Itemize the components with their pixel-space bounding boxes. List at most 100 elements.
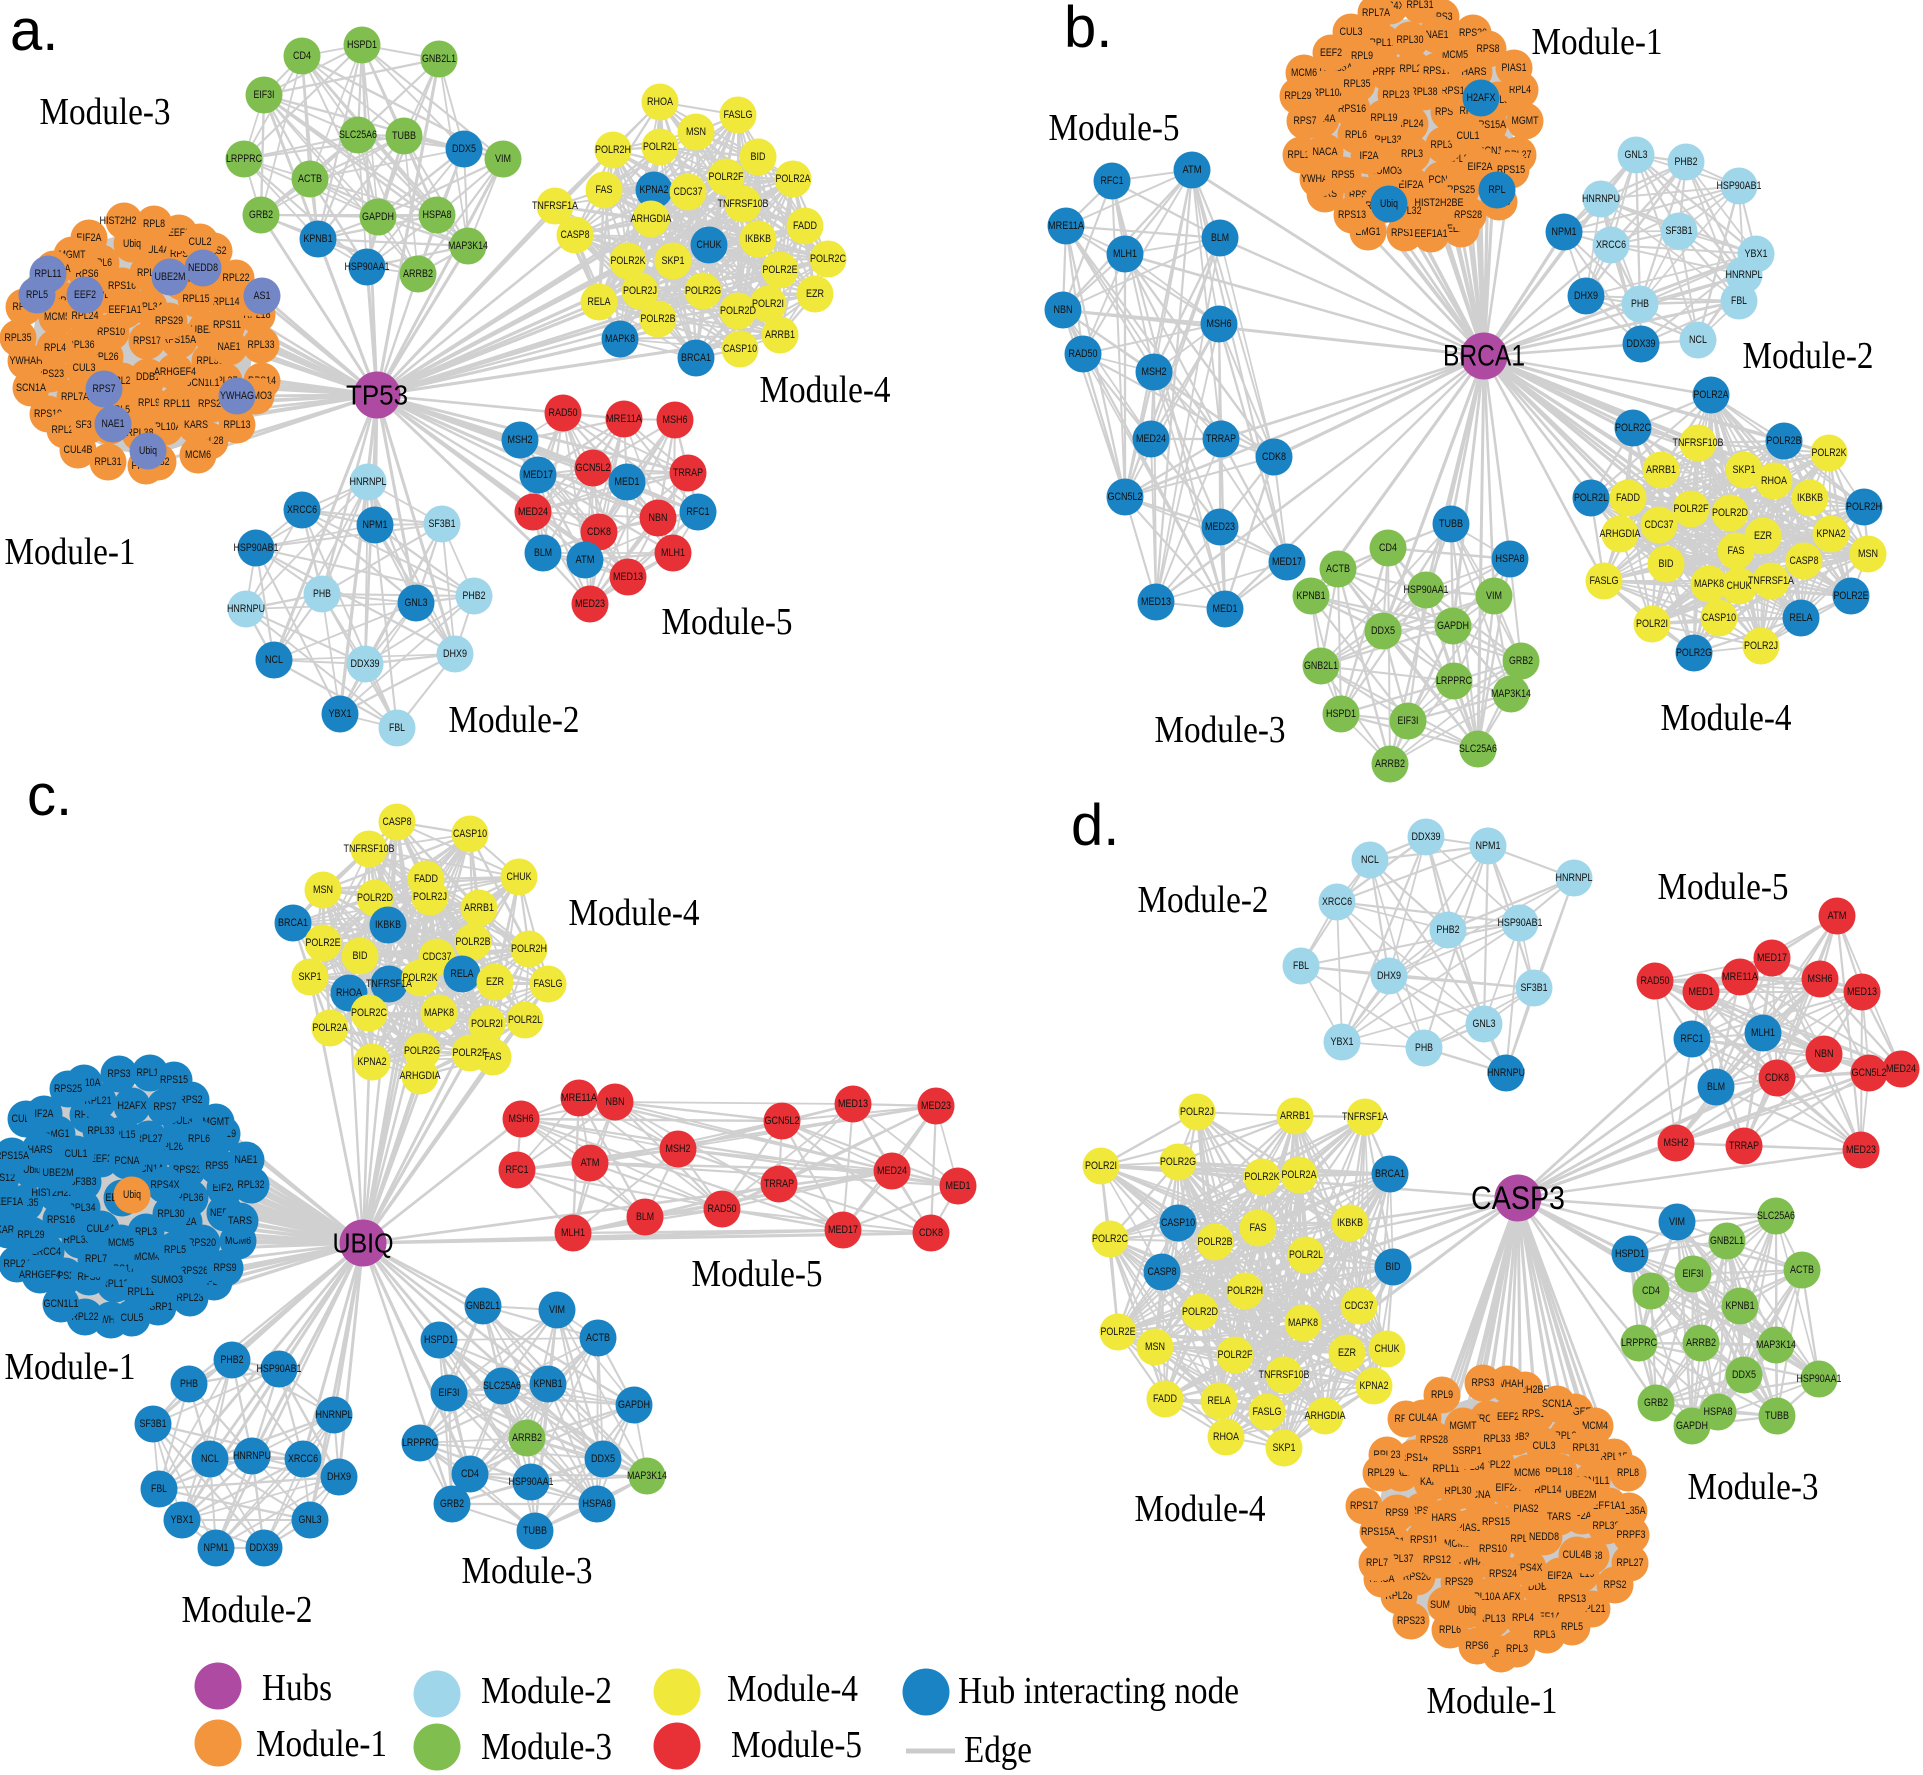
svg-text:MCM5: MCM5: [44, 311, 70, 323]
svg-text:EIF3I: EIF3I: [439, 1387, 460, 1399]
svg-text:RPS16: RPS16: [47, 1214, 75, 1226]
svg-text:HSP90AB1: HSP90AB1: [1717, 180, 1762, 192]
svg-text:Ubiq: Ubiq: [1458, 1604, 1476, 1616]
svg-text:HSPA8: HSPA8: [583, 1498, 612, 1510]
svg-text:Module-3: Module-3: [481, 1726, 612, 1768]
svg-text:POLR2J: POLR2J: [1744, 640, 1778, 652]
svg-text:ARRB1: ARRB1: [1280, 1110, 1310, 1122]
svg-text:TUBB: TUBB: [1439, 518, 1463, 530]
svg-text:HSPD1: HSPD1: [1326, 708, 1356, 720]
svg-text:UBE2M: UBE2M: [1566, 1489, 1597, 1501]
svg-text:Module-2: Module-2: [1743, 335, 1874, 377]
svg-text:CASP10: CASP10: [1161, 1217, 1195, 1229]
svg-text:NPM1: NPM1: [363, 519, 388, 531]
svg-text:MAP3K14: MAP3K14: [627, 1470, 667, 1482]
svg-text:SSRP1: SSRP1: [1453, 1445, 1482, 1457]
svg-text:CHUK: CHUK: [1727, 580, 1753, 592]
svg-text:RPS23: RPS23: [173, 1164, 201, 1176]
svg-text:GCN5L2: GCN5L2: [576, 462, 611, 474]
svg-text:Module-1: Module-1: [5, 531, 136, 573]
svg-text:ARRB1: ARRB1: [464, 902, 494, 914]
svg-text:CDC37: CDC37: [1645, 519, 1674, 531]
svg-text:TARS: TARS: [228, 1215, 252, 1227]
svg-text:SUMO3: SUMO3: [151, 1274, 183, 1286]
svg-text:PRPF3: PRPF3: [1373, 66, 1402, 78]
svg-text:NAE1: NAE1: [102, 418, 125, 430]
svg-text:GAPDH: GAPDH: [1437, 620, 1469, 632]
svg-text:RPL7A: RPL7A: [1362, 7, 1391, 19]
svg-text:Module-2: Module-2: [481, 1670, 612, 1712]
svg-text:TRRAP: TRRAP: [673, 467, 703, 479]
svg-text:CDC37: CDC37: [674, 186, 703, 198]
svg-text:Module-4: Module-4: [1135, 1488, 1266, 1530]
svg-text:Ubiq: Ubiq: [139, 445, 157, 457]
svg-text:RPL30: RPL30: [1397, 34, 1424, 46]
svg-text:ARHGDIA: ARHGDIA: [1305, 1410, 1347, 1422]
svg-text:RPL9: RPL9: [1431, 1389, 1453, 1401]
svg-text:YBX1: YBX1: [171, 1514, 194, 1526]
svg-text:MLH1: MLH1: [561, 1227, 585, 1239]
svg-text:KPNB1: KPNB1: [534, 1378, 563, 1390]
svg-text:EIF2A: EIF2A: [1548, 1570, 1574, 1582]
svg-text:RPS15: RPS15: [1482, 1516, 1510, 1528]
svg-text:PHB: PHB: [313, 588, 331, 600]
svg-text:RPL8: RPL8: [1617, 1467, 1639, 1479]
svg-text:GCN1L1: GCN1L1: [44, 1298, 79, 1310]
svg-text:Module-4: Module-4: [727, 1668, 858, 1710]
svg-text:b.: b.: [1064, 0, 1112, 60]
svg-text:HSP90AB1: HSP90AB1: [257, 1363, 302, 1375]
svg-text:VIM: VIM: [549, 1304, 565, 1316]
svg-text:MLH1: MLH1: [1113, 248, 1137, 260]
svg-text:CD4: CD4: [1379, 542, 1397, 554]
svg-text:FBL: FBL: [151, 1483, 167, 1495]
svg-text:GNL3: GNL3: [405, 597, 428, 609]
svg-text:RPL29: RPL29: [1285, 90, 1312, 102]
svg-text:KARS: KARS: [184, 419, 208, 431]
svg-text:BLM: BLM: [636, 1211, 654, 1223]
svg-text:BID: BID: [1659, 558, 1674, 570]
svg-text:MED1: MED1: [1689, 986, 1714, 998]
svg-text:POLR2D: POLR2D: [1182, 1306, 1218, 1318]
svg-text:Edge: Edge: [964, 1729, 1032, 1771]
svg-text:EIF3I: EIF3I: [1398, 715, 1419, 727]
svg-text:CUL3: CUL3: [1533, 1440, 1556, 1452]
svg-text:PIAS2: PIAS2: [1514, 1503, 1539, 1515]
svg-text:MRE11A: MRE11A: [561, 1092, 598, 1104]
svg-text:IKBKB: IKBKB: [1337, 1217, 1363, 1229]
svg-text:RPL6: RPL6: [1439, 1624, 1461, 1636]
svg-text:SLC25A6: SLC25A6: [483, 1380, 521, 1392]
svg-text:ARRB1: ARRB1: [1646, 464, 1676, 476]
svg-text:MSH2: MSH2: [1142, 366, 1167, 378]
svg-text:Module-3: Module-3: [462, 1550, 593, 1592]
svg-text:NCL: NCL: [1689, 334, 1707, 346]
svg-text:EEF1A1: EEF1A1: [1415, 228, 1448, 240]
svg-text:CUL4A: CUL4A: [1409, 1412, 1439, 1424]
svg-text:TNFRSF10B: TNFRSF10B: [344, 843, 395, 855]
svg-text:HNRNPU: HNRNPU: [233, 1450, 271, 1462]
svg-text:ATM: ATM: [581, 1157, 600, 1169]
svg-text:MCM6: MCM6: [185, 449, 211, 461]
svg-text:ACTB: ACTB: [298, 173, 322, 185]
svg-text:IKBKB: IKBKB: [375, 919, 401, 931]
svg-text:RPS24: RPS24: [1489, 1568, 1517, 1580]
svg-text:MED17: MED17: [523, 469, 553, 481]
svg-text:MED23: MED23: [921, 1100, 951, 1112]
svg-text:MAP3K14: MAP3K14: [448, 240, 488, 252]
svg-text:CUL4B: CUL4B: [64, 444, 93, 456]
svg-text:HSP90AA1: HSP90AA1: [1797, 1373, 1842, 1385]
svg-text:RPS7: RPS7: [1294, 115, 1317, 127]
svg-text:MED23: MED23: [1846, 1144, 1876, 1156]
svg-text:Module-1: Module-1: [1532, 21, 1663, 63]
svg-text:MED13: MED13: [1141, 596, 1171, 608]
svg-text:EEF2: EEF2: [90, 1153, 112, 1165]
svg-text:RPL24: RPL24: [72, 310, 99, 322]
svg-text:CHUK: CHUK: [697, 239, 723, 251]
svg-text:TNFRSF1A: TNFRSF1A: [532, 200, 579, 212]
svg-text:CD4: CD4: [1642, 1285, 1660, 1297]
svg-text:HSPD1: HSPD1: [424, 1334, 454, 1346]
svg-text:PHB: PHB: [180, 1378, 198, 1390]
svg-text:POLR2I: POLR2I: [1085, 1160, 1117, 1172]
svg-text:KPNB1: KPNB1: [1297, 590, 1326, 602]
svg-text:Module-3: Module-3: [1688, 1466, 1819, 1508]
svg-text:ARRB1: ARRB1: [765, 329, 795, 341]
